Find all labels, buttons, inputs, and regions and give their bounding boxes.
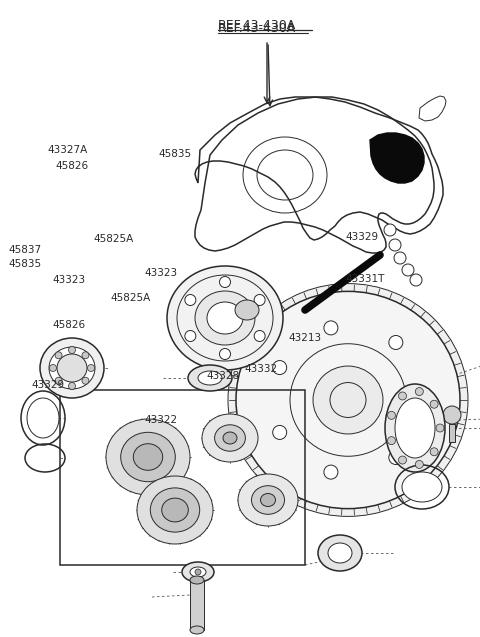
- Ellipse shape: [198, 371, 222, 385]
- Text: 43213: 43213: [288, 333, 321, 343]
- Circle shape: [55, 352, 62, 359]
- Ellipse shape: [223, 432, 237, 444]
- Text: 43329: 43329: [346, 232, 379, 242]
- Ellipse shape: [202, 414, 258, 462]
- Circle shape: [55, 377, 62, 384]
- Text: 45826: 45826: [55, 161, 88, 171]
- Ellipse shape: [252, 485, 285, 514]
- Circle shape: [69, 382, 75, 389]
- Circle shape: [415, 387, 423, 396]
- Circle shape: [273, 426, 287, 440]
- Circle shape: [387, 412, 396, 419]
- Ellipse shape: [318, 535, 362, 571]
- Circle shape: [394, 252, 406, 264]
- Circle shape: [398, 456, 407, 464]
- Circle shape: [417, 393, 431, 407]
- Ellipse shape: [328, 543, 352, 563]
- Circle shape: [324, 465, 338, 479]
- Ellipse shape: [395, 398, 435, 458]
- Ellipse shape: [137, 476, 213, 544]
- Text: 43323: 43323: [144, 268, 177, 278]
- Circle shape: [410, 274, 422, 286]
- Ellipse shape: [313, 366, 383, 434]
- Circle shape: [82, 377, 89, 384]
- Text: 43332: 43332: [245, 364, 278, 375]
- Ellipse shape: [106, 419, 190, 495]
- Text: 45837: 45837: [9, 245, 42, 255]
- Text: 45835: 45835: [158, 149, 192, 159]
- Bar: [190, 580, 204, 630]
- Circle shape: [195, 569, 201, 575]
- Circle shape: [402, 264, 414, 276]
- Ellipse shape: [120, 433, 175, 482]
- Circle shape: [185, 294, 196, 306]
- Circle shape: [389, 239, 401, 251]
- Text: 45835: 45835: [9, 259, 42, 269]
- Circle shape: [387, 436, 396, 445]
- Ellipse shape: [190, 567, 206, 577]
- Ellipse shape: [195, 291, 255, 345]
- Ellipse shape: [40, 338, 104, 398]
- Text: REF.43-430A: REF.43-430A: [218, 18, 296, 31]
- Circle shape: [389, 450, 403, 464]
- Ellipse shape: [150, 488, 200, 532]
- Bar: [60, 390, 305, 565]
- Ellipse shape: [228, 283, 468, 517]
- Bar: [449, 424, 455, 442]
- Circle shape: [415, 461, 423, 468]
- Circle shape: [384, 224, 396, 236]
- Text: 43322: 43322: [144, 415, 177, 426]
- Text: 43328: 43328: [206, 371, 240, 381]
- Circle shape: [324, 321, 338, 335]
- Polygon shape: [370, 133, 424, 183]
- Circle shape: [254, 294, 265, 306]
- Ellipse shape: [133, 444, 163, 470]
- Text: 43327A: 43327A: [47, 145, 87, 155]
- Text: 43323: 43323: [53, 275, 86, 285]
- Circle shape: [87, 364, 95, 371]
- Ellipse shape: [49, 347, 95, 389]
- Circle shape: [254, 331, 265, 341]
- Ellipse shape: [238, 474, 298, 526]
- Ellipse shape: [215, 425, 245, 451]
- Ellipse shape: [235, 300, 259, 320]
- Ellipse shape: [207, 302, 243, 334]
- Text: 43329: 43329: [31, 380, 64, 390]
- Ellipse shape: [261, 494, 276, 506]
- Text: 45826: 45826: [53, 320, 86, 330]
- Text: 45825A: 45825A: [94, 234, 134, 244]
- Circle shape: [398, 392, 407, 400]
- Ellipse shape: [402, 472, 442, 502]
- Ellipse shape: [190, 626, 204, 634]
- Ellipse shape: [190, 576, 204, 584]
- Circle shape: [185, 331, 196, 341]
- Ellipse shape: [162, 498, 188, 522]
- Circle shape: [49, 364, 57, 371]
- Ellipse shape: [182, 562, 214, 582]
- Text: 45825A: 45825A: [110, 293, 151, 303]
- Circle shape: [82, 352, 89, 359]
- Circle shape: [430, 400, 438, 408]
- Ellipse shape: [236, 291, 460, 508]
- Text: 43331T: 43331T: [346, 274, 385, 284]
- Ellipse shape: [188, 365, 232, 391]
- Circle shape: [219, 276, 230, 287]
- Circle shape: [219, 348, 230, 359]
- Circle shape: [273, 361, 287, 375]
- Text: REF.43-430A: REF.43-430A: [218, 22, 296, 34]
- Circle shape: [430, 448, 438, 456]
- Circle shape: [69, 347, 75, 354]
- Ellipse shape: [27, 398, 59, 438]
- Ellipse shape: [167, 266, 283, 370]
- Ellipse shape: [385, 384, 445, 472]
- Circle shape: [443, 406, 461, 424]
- Circle shape: [389, 336, 403, 350]
- Ellipse shape: [57, 354, 87, 382]
- Circle shape: [436, 424, 444, 432]
